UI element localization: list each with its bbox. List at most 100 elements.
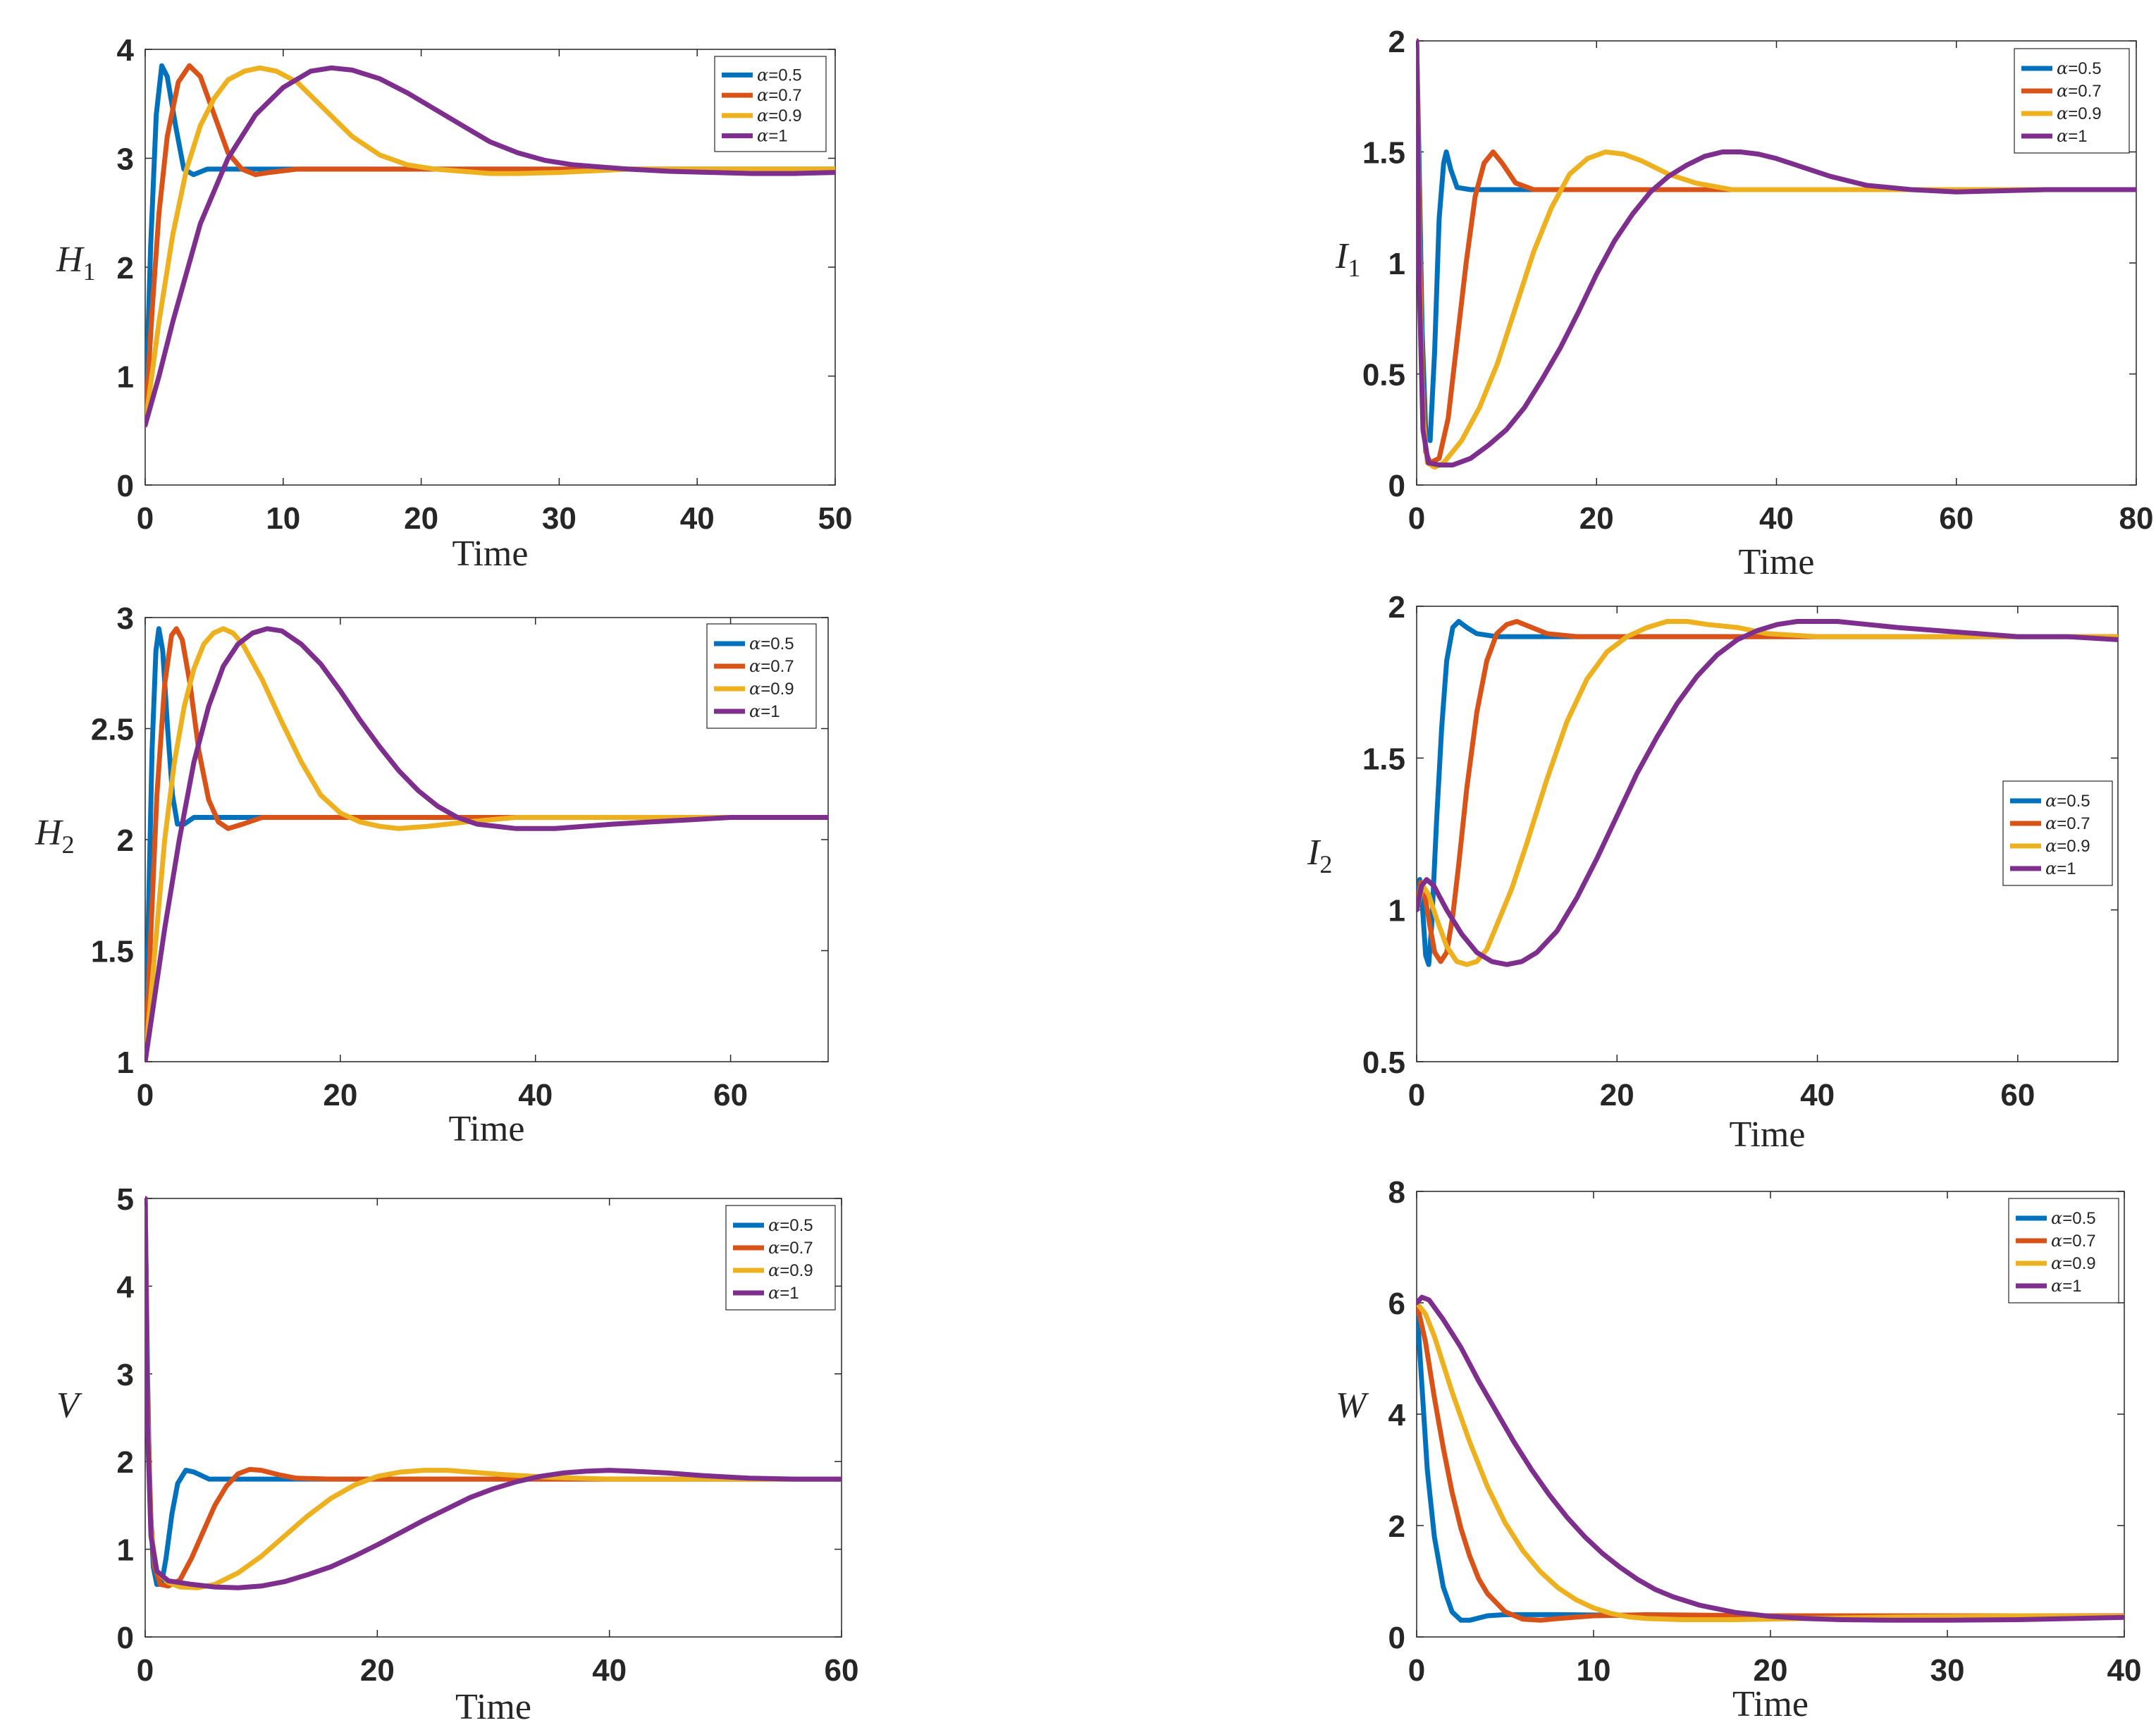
legend-value: =0.5	[2062, 1209, 2095, 1228]
legend-label: α=0.9	[2045, 836, 2090, 856]
legend-alpha-symbol: α	[768, 1260, 780, 1280]
legend: α=0.5α=0.7α=0.9α=1	[2014, 48, 2130, 154]
y-axis-label-main: I	[1307, 833, 1322, 873]
legend-label: α=0.9	[757, 106, 802, 125]
x-tick-label: 30	[542, 501, 577, 536]
series-line-a1	[145, 65, 835, 428]
y-axis-label-main: H	[35, 813, 63, 853]
y-axis-label: H1	[56, 240, 96, 286]
legend-value: =0.7	[760, 657, 794, 676]
x-tick-label: 20	[360, 1653, 395, 1688]
legend-alpha-symbol: α	[749, 634, 760, 654]
legend-alpha-symbol: α	[2051, 1253, 2062, 1273]
legend-value: =1	[768, 127, 787, 146]
y-tick-label: 2	[117, 823, 134, 858]
legend-alpha-symbol: α	[757, 65, 768, 85]
legend-value: =1	[2057, 859, 2076, 878]
legend-value: =1	[2068, 127, 2087, 146]
y-tick-label: 2	[1388, 590, 1405, 625]
series-line-a1	[145, 626, 828, 1062]
x-axis-label: Time	[1730, 1115, 1806, 1155]
legend-value: =0.7	[780, 1239, 813, 1258]
legend-label: α=0.7	[768, 1238, 813, 1258]
series-line-a05	[1417, 1300, 2124, 1623]
legend: α=0.5α=0.7α=0.9α=1	[714, 56, 827, 152]
x-tick-label: 0	[1408, 501, 1425, 536]
legend-alpha-symbol: α	[2045, 859, 2057, 878]
series-line-a09	[145, 626, 828, 1062]
x-axis-label: Time	[1739, 542, 1815, 582]
legend-alpha-symbol: α	[2051, 1276, 2062, 1296]
legend-alpha-symbol: α	[749, 701, 760, 721]
legend-value: =0.5	[2057, 792, 2090, 811]
legend-alpha-symbol: α	[2045, 791, 2057, 811]
y-tick-label: 0	[117, 469, 134, 503]
legend: α=0.5α=0.7α=0.9α=1	[706, 623, 817, 729]
x-tick-label: 80	[2119, 501, 2154, 536]
legend-label: α=0.7	[2045, 814, 2090, 833]
y-tick-label: 1	[117, 1045, 134, 1080]
y-axis-label-subscript: 1	[83, 257, 96, 286]
y-axis-label-subscript: 2	[1319, 850, 1332, 878]
x-tick-label: 60	[1939, 501, 1973, 536]
legend-alpha-symbol: α	[2051, 1208, 2062, 1228]
series-line-a09	[1417, 619, 2118, 967]
y-axis-label-subscript: 1	[1348, 254, 1360, 282]
legend-label: α=1	[749, 701, 780, 721]
legend-alpha-symbol: α	[2051, 1231, 2062, 1251]
legend-value: =1	[2062, 1277, 2081, 1296]
x-tick-label: 50	[818, 501, 853, 536]
legend-label: α=0.5	[2057, 59, 2102, 78]
y-tick-label: 1	[1388, 894, 1405, 928]
legend-label: α=0.7	[757, 85, 802, 105]
y-axis-label-main: V	[56, 1385, 82, 1425]
series-line-a1	[1417, 619, 2118, 967]
legend-value: =0.9	[2062, 1254, 2095, 1273]
series-line-a09	[145, 65, 835, 428]
y-tick-label: 1.5	[91, 935, 134, 969]
x-tick-label: 0	[137, 1653, 154, 1688]
y-tick-label: 1	[1388, 247, 1405, 281]
y-axis-label: H2	[35, 813, 75, 859]
plot-area-frame	[1416, 606, 2119, 1062]
legend-label: α=0.5	[2045, 791, 2090, 811]
x-tick-label: 20	[323, 1078, 357, 1112]
y-axis-label-subscript: 2	[62, 830, 75, 859]
legend-value: =0.9	[768, 106, 801, 125]
legend-value: =0.9	[2057, 837, 2090, 856]
legend: α=0.5α=0.7α=0.9α=1	[725, 1205, 836, 1311]
y-tick-label: 1.5	[1362, 136, 1405, 171]
x-tick-label: 60	[825, 1653, 859, 1688]
series-line-a1	[1417, 1294, 2124, 1623]
legend-alpha-symbol: α	[768, 1215, 780, 1235]
x-tick-label: 60	[2000, 1078, 2035, 1112]
legend-alpha-symbol: α	[2057, 126, 2068, 146]
series-line-a1	[1417, 38, 2136, 468]
y-tick-label: 4	[117, 33, 135, 68]
legend-alpha-symbol: α	[757, 106, 768, 125]
x-tick-label: 0	[1408, 1078, 1425, 1112]
series-line-a1	[145, 1196, 842, 1590]
series-line-a05	[145, 626, 828, 1062]
series-line-a05	[1417, 619, 2118, 967]
x-tick-label: 20	[1600, 1078, 1634, 1112]
legend-alpha-symbol: α	[2057, 81, 2068, 101]
legend-value: =0.9	[760, 680, 794, 699]
y-tick-label: 6	[1388, 1287, 1405, 1321]
y-tick-label: 3	[117, 1358, 134, 1392]
y-tick-label: 4	[1388, 1398, 1406, 1433]
legend-label: α=0.7	[2057, 81, 2102, 101]
legend-alpha-symbol: α	[2057, 104, 2068, 123]
legend-value: =1	[760, 702, 780, 721]
legend-alpha-symbol: α	[2045, 814, 2057, 833]
legend-value: =0.9	[780, 1261, 813, 1280]
x-tick-label: 40	[518, 1078, 553, 1112]
legend-label: α=1	[2051, 1276, 2082, 1296]
x-tick-label: 40	[592, 1653, 627, 1688]
chart-i1: 0 20 40 60 8000.511.52TimeI1α=0.5α=0.7α=0.9α…	[1335, 25, 2153, 582]
y-tick-label: 1.5	[1362, 742, 1405, 776]
legend-alpha-symbol: α	[757, 126, 768, 146]
y-axis-label-main: I	[1335, 236, 1350, 276]
